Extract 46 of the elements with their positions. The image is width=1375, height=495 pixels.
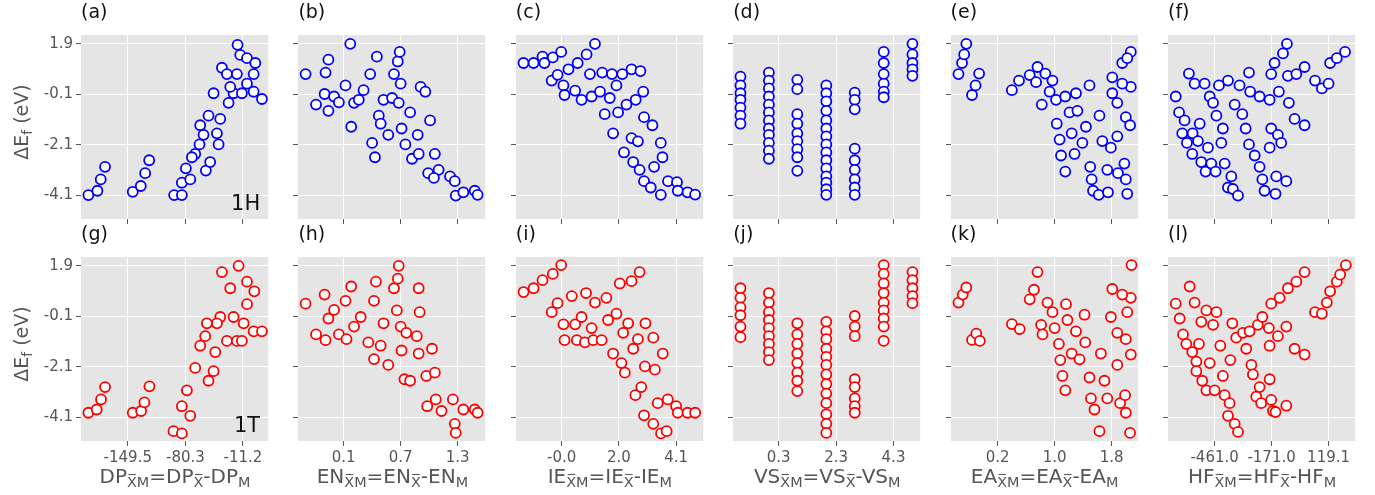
- x-tick-label: 2.3: [824, 447, 849, 466]
- x-tick-label: 4.1: [664, 447, 688, 466]
- y-tick-label: -0.1: [43, 306, 73, 325]
- y-tick-label: -2.1: [43, 134, 73, 153]
- chart-title: (b): [298, 0, 326, 22]
- x-tick-label: -461.0: [1190, 447, 1239, 466]
- chart-title: (k): [950, 222, 977, 244]
- x-tick-label: 119.1: [1307, 447, 1351, 466]
- chart-title: (i): [515, 222, 536, 244]
- chart-title: (j): [733, 222, 754, 244]
- y-tick-label: 1.9: [49, 33, 73, 52]
- x-tick-label: -0.0: [546, 447, 577, 466]
- y-tick-label: -4.1: [43, 406, 73, 425]
- x-axis-title: IE$_{X̅M}$=IE$_{X̅}$-IE$_{M}$: [546, 464, 673, 491]
- x-tick-label: -80.3: [165, 447, 205, 466]
- x-tick-label: 4.3: [881, 447, 906, 466]
- y-tick-label: 1.9: [49, 255, 73, 274]
- x-axis-title: HF$_{X̅M}$=HF$_{X̅}$-HF$_{M}$: [1186, 464, 1338, 491]
- x-tick-label: 0.7: [389, 447, 413, 466]
- y-tick-label: -4.1: [43, 184, 73, 203]
- y-tick-label: -0.1: [43, 84, 73, 103]
- x-axis-title: VS$_{X̅M}$=VS$_{X̅}$-VS$_{M}$: [752, 464, 902, 491]
- x-tick-label: 0.2: [985, 447, 1010, 466]
- x-axis-title: EN$_{X̅M}$=EN$_{X̅}$-EN$_{M}$: [315, 464, 470, 491]
- x-axis-title: DP$_{X̅M}$=DP$_{X̅}$-DP$_{M}$: [98, 464, 252, 491]
- chart-title: (e): [950, 0, 978, 22]
- chart-title: (f): [1168, 0, 1190, 22]
- chart-title: (h): [298, 222, 326, 244]
- chart-title: (c): [515, 0, 542, 22]
- x-tick-label: -149.5: [103, 447, 152, 466]
- x-tick-label: -171.0: [1247, 447, 1296, 466]
- x-tick-label: -11.2: [223, 447, 263, 466]
- x-tick-label: 0.1: [332, 447, 356, 466]
- annotation: 1T: [234, 412, 261, 437]
- x-tick-label: 0.3: [766, 447, 791, 466]
- x-tick-label: 1.3: [446, 447, 470, 466]
- x-axis-title: EA$_{X̅M}$=EA$_{X̅}$-EA$_{M}$: [969, 464, 1120, 491]
- chart-title: (l): [1168, 222, 1189, 244]
- annotation: 1H: [231, 190, 261, 215]
- chart-title: (a): [81, 0, 108, 22]
- x-tick-label: 2.0: [606, 447, 631, 466]
- chart-title: (g): [81, 222, 108, 244]
- y-tick-label: -2.1: [43, 356, 73, 375]
- x-tick-label: 1.0: [1042, 447, 1067, 466]
- x-tick-label: 1.8: [1099, 447, 1124, 466]
- chart-title: (d): [733, 0, 761, 22]
